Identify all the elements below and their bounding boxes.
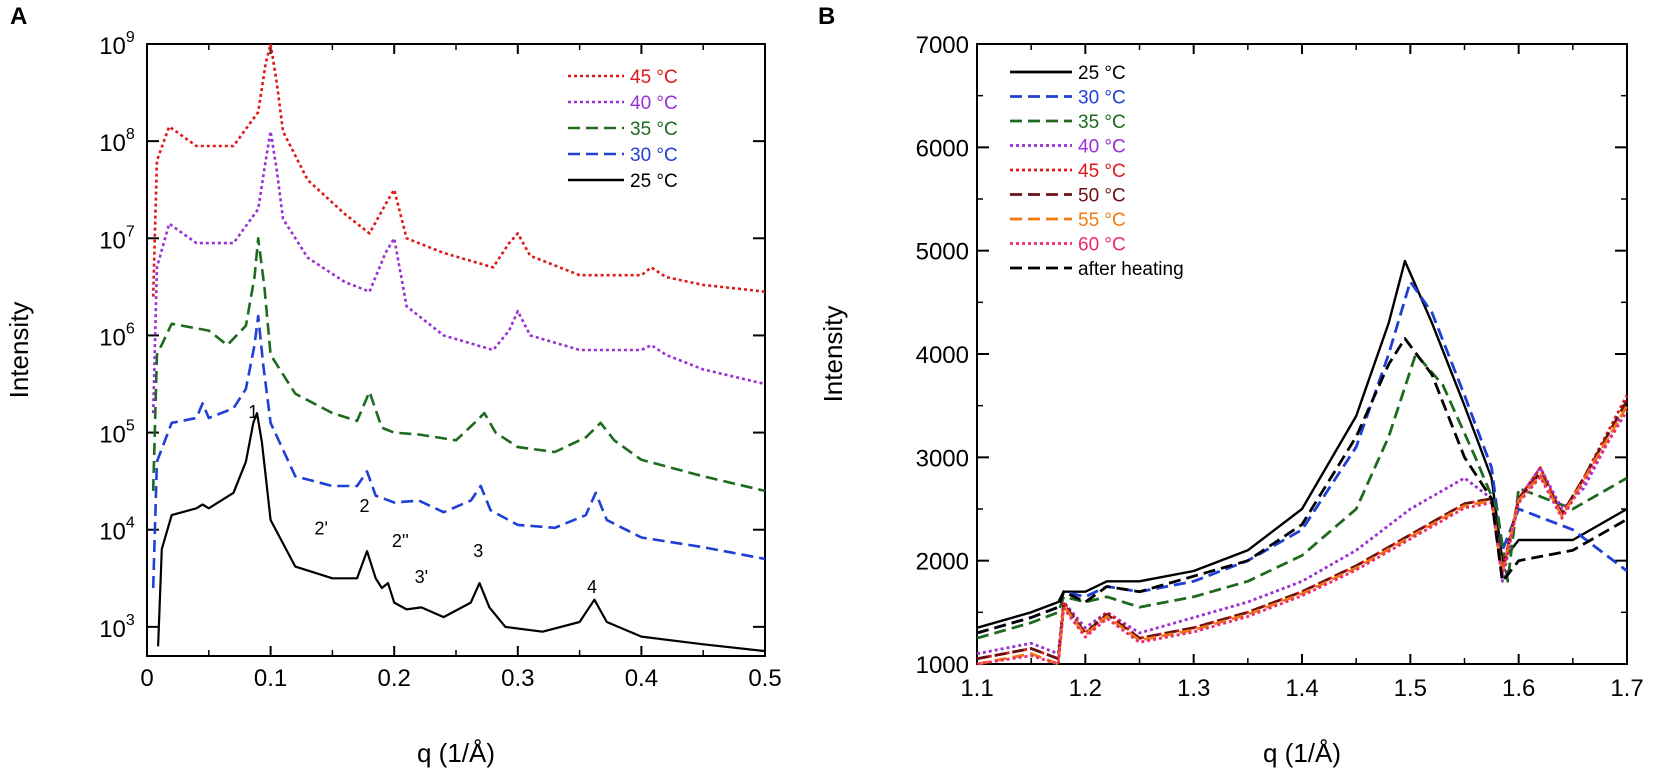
x-tick-label: 1.3: [1177, 675, 1210, 702]
y-tick-label: 1000: [916, 652, 969, 679]
legend-label: 40 °C: [1078, 137, 1126, 158]
x-tick-label: 0: [140, 665, 153, 692]
peak-label: 2'': [392, 531, 409, 551]
panel-a-peak-labels: 1 2' 2 2'' 3' 3 4: [248, 402, 597, 597]
panel-a-x-ticks: 0 0.1 0.2 0.3 0.4 0.5: [140, 44, 782, 692]
series-line: [976, 280, 1628, 635]
panel-b-legend: 25 °C 30 °C 35 °C 40 °C 45 °C 50 °C 55 °C 60 °C…: [1010, 63, 1184, 280]
series-line: [976, 410, 1629, 666]
legend-label: 35 °C: [1078, 112, 1126, 133]
legend-label: 30 °C: [630, 145, 678, 166]
panel-a-x-axis-title: q (1/Å): [417, 738, 495, 768]
y-tick-label: 107: [99, 223, 135, 254]
y-tick-label: 3000: [916, 445, 969, 472]
panel-a-series: [151, 42, 766, 653]
panel-b-x-axis-title: q (1/Å): [1263, 738, 1341, 768]
series-line: [151, 314, 766, 589]
x-tick-label: 1.4: [1285, 675, 1318, 702]
panel-b-x-ticks: 1.1 1.2 1.3 1.4 1.5 1.6 1.7: [960, 44, 1644, 702]
peak-label: 2: [360, 496, 370, 516]
x-tick-label: 0.2: [378, 665, 411, 692]
y-tick-label: 6000: [916, 135, 969, 162]
series-line: [976, 399, 1629, 661]
y-tick-label: 109: [99, 29, 135, 60]
y-tick-label: 4000: [916, 342, 969, 369]
series-line: [157, 412, 766, 653]
series-line: [976, 394, 1629, 661]
y-tick-label: 106: [99, 320, 135, 351]
y-tick-label: 5000: [916, 239, 969, 266]
panel-a-label: A: [10, 3, 27, 30]
legend-label: 25 °C: [1078, 63, 1126, 84]
legend-label: 50 °C: [1078, 186, 1126, 207]
series-line: [976, 352, 1628, 640]
y-tick-label: 104: [99, 515, 135, 546]
legend-label: 30 °C: [1078, 88, 1126, 109]
panel-b-label: B: [818, 3, 835, 30]
x-tick-label: 1.1: [960, 675, 993, 702]
panel-a-y-axis-title: Intensity: [4, 302, 34, 399]
x-tick-label: 1.2: [1069, 675, 1102, 702]
series-line: [151, 42, 766, 297]
x-tick-label: 1.5: [1394, 675, 1427, 702]
legend-label: 55 °C: [1078, 210, 1126, 231]
series-line: [976, 404, 1629, 666]
peak-label: 2': [315, 519, 328, 539]
x-tick-label: 1.7: [1610, 675, 1643, 702]
legend-label: 45 °C: [1078, 161, 1126, 182]
series-line: [151, 237, 766, 493]
x-tick-label: 0.1: [254, 665, 287, 692]
x-tick-label: 0.5: [748, 665, 781, 692]
panel-b-y-axis-title: Intensity: [818, 306, 848, 403]
peak-label: 3: [473, 541, 483, 561]
peak-label: 1: [248, 402, 258, 422]
x-tick-label: 0.3: [501, 665, 534, 692]
legend-label: 40 °C: [630, 93, 678, 114]
peak-label: 4: [587, 577, 597, 597]
legend-label: after heating: [1078, 259, 1184, 280]
panel-a-legend: 45 °C 40 °C 35 °C 30 °C 25 °C: [568, 67, 678, 192]
series-line: [151, 130, 766, 414]
y-tick-label: 108: [99, 126, 135, 157]
legend-label: 25 °C: [630, 171, 678, 192]
y-tick-label: 2000: [916, 549, 969, 576]
x-tick-label: 1.6: [1502, 675, 1535, 702]
panel-b-series: [976, 259, 1629, 666]
y-tick-label: 103: [99, 612, 135, 643]
y-tick-label: 7000: [916, 32, 969, 59]
legend-label: 60 °C: [1078, 235, 1126, 256]
panel-b-frame: [976, 43, 1628, 665]
panel-a-y-ticks: 103 104 105 106 107 108 109: [99, 29, 765, 643]
x-tick-label: 0.4: [625, 665, 658, 692]
y-tick-label: 105: [99, 418, 135, 449]
peak-label: 3': [415, 567, 428, 587]
panel-b-y-ticks: 1000 2000 3000 4000 5000 6000 7000: [916, 32, 1627, 679]
legend-label: 45 °C: [630, 67, 678, 88]
series-line: [976, 337, 1628, 635]
legend-label: 35 °C: [630, 119, 678, 140]
series-line: [976, 259, 1628, 629]
